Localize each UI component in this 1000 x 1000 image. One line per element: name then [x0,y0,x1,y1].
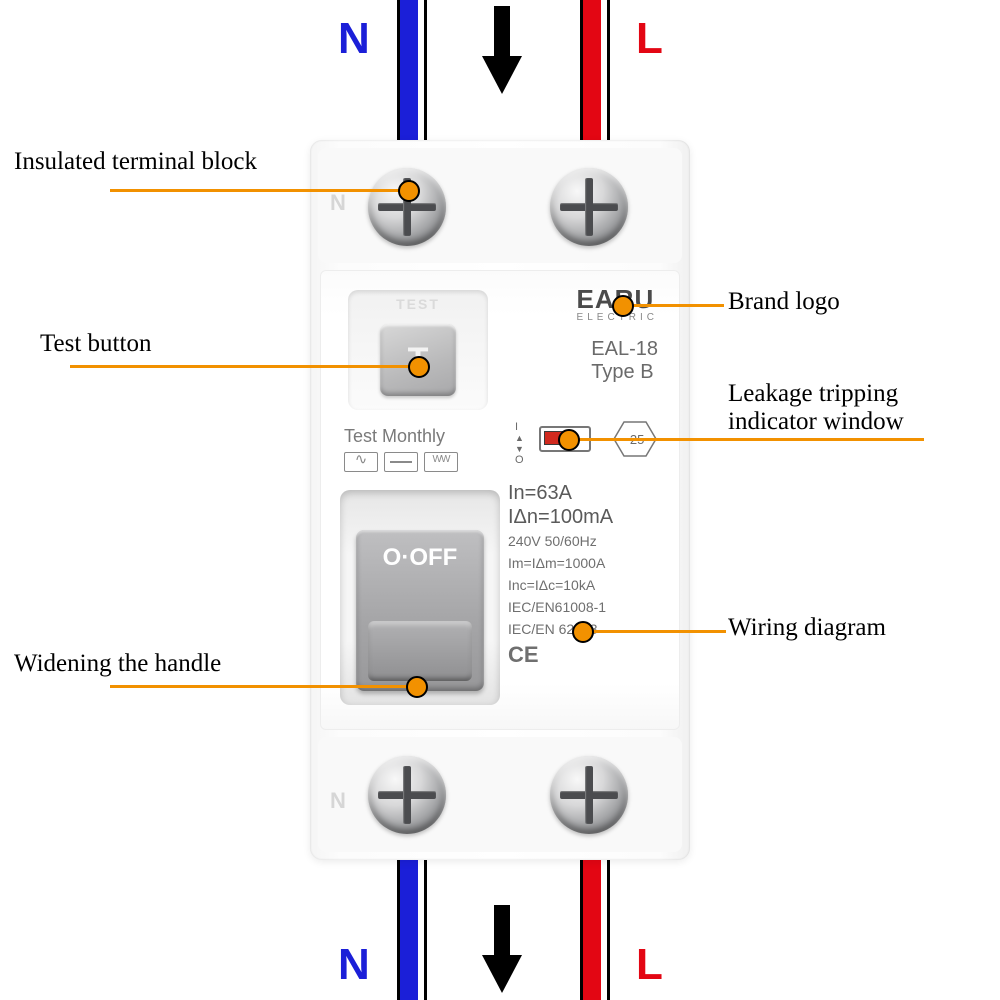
arrow-top [480,6,524,96]
io-marks: I ▲ ▼ O [515,422,524,466]
switch-label: O·OFF [356,544,484,572]
callout-indicator-l2: indicator window [728,408,904,435]
test-button-recess: TEST T [348,290,488,410]
leader-brand [626,304,724,307]
callout-test: Test button [40,330,151,358]
callout-handle: Widening the handle [14,650,221,678]
dot-handle [406,676,428,698]
leader-test [70,365,410,368]
callout-wiring: Wiring diagram [728,614,886,642]
callout-indicator-l1: Leakage tripping [728,380,898,407]
spec-Idn: IΔn=100mA [508,506,668,528]
arrow-bottom [480,905,524,995]
ce-mark: CE [508,644,668,666]
model-type: Type B [591,361,658,384]
leader-wiring [586,630,726,633]
spec-std1: IEC/EN61008-1 [508,596,668,618]
switch-handle[interactable]: O·OFF [356,530,484,691]
dot-wiring [572,621,594,643]
live-wire-bot [583,855,601,1000]
dot-test [408,356,430,378]
spec-Im: Im=IΔm=1000A [508,552,668,574]
spec-V: 240V 50/60Hz [508,530,668,552]
diagram-canvas: N L N L N N TEST T Test Monthly [0,0,1000,1000]
breaker-face: TEST T Test Monthly O·OFF EARU ELECTRIC [320,270,680,730]
breaker-body: N N TEST T Test Monthly O·OFF [310,140,690,860]
dot-terminal [398,180,420,202]
leader-indicator [572,438,924,441]
callout-indicator: Leakage tripping indicator window [728,380,918,436]
spec-Inc: Inc=IΔc=10kA [508,574,668,596]
waveform-icons [344,452,458,472]
neutral-wire-top [400,0,418,145]
screw-bot-right [550,756,628,834]
l-label-bot: L [636,940,663,990]
n-engraved-top: N [330,190,346,216]
screw-top-right [550,168,628,246]
n-label-top: N [338,14,370,64]
leader-handle [110,685,410,688]
icon-sine [344,452,378,472]
switch-well: O·OFF [340,490,500,705]
neutral-wire-bot [400,855,418,1000]
dot-brand [612,295,634,317]
icon-pulse [424,452,458,472]
model-text: EAL-18 Type B [591,338,658,384]
io-I: I [515,422,524,433]
io-O: O [515,455,524,466]
spec-In: In=63A [508,482,668,504]
test-engraved-label: TEST [348,296,488,312]
dot-indicator [558,429,580,451]
handle-lip [368,621,472,681]
screw-bot-left [368,756,446,834]
callout-brand: Brand logo [728,288,840,316]
icon-dc [384,452,418,472]
model-number: EAL-18 [591,338,658,361]
live-wire-top [583,0,601,145]
leader-terminal [110,189,400,192]
n-engraved-bot: N [330,788,346,814]
l-label-top: L [636,14,663,64]
test-monthly-text: Test Monthly [344,426,445,447]
n-label-bot: N [338,940,370,990]
callout-terminal: Insulated terminal block [14,148,257,176]
